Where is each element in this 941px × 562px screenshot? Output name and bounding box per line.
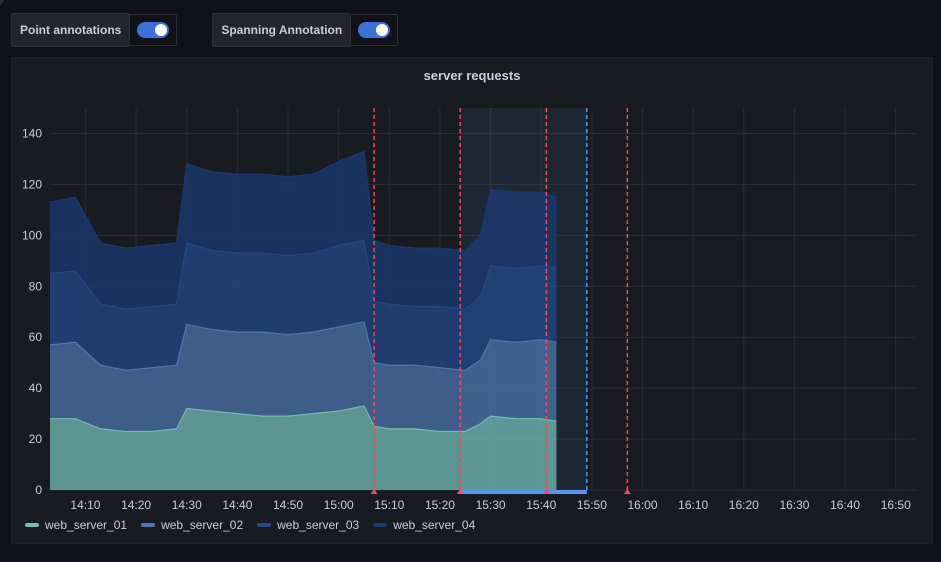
legend-swatch: [141, 523, 156, 527]
point-annotations-switch-box[interactable]: [129, 14, 178, 46]
y-tick-label: 20: [29, 432, 43, 446]
spanning-annotation-control: Spanning Annotation: [212, 13, 399, 47]
legend-item-web_server_04[interactable]: web_server_04: [373, 518, 475, 532]
x-tick-label: 16:10: [678, 498, 708, 512]
y-tick-label: 80: [29, 279, 43, 293]
legend-label: web_server_01: [45, 518, 128, 532]
y-tick-label: 100: [22, 228, 42, 242]
toggle-knob: [155, 24, 168, 36]
x-tick-label: 14:20: [121, 498, 151, 512]
chart-legend: web_server_01 web_server_02 web_server_03 w…: [25, 518, 489, 532]
x-tick-label: 15:50: [577, 498, 607, 512]
legend-label: web_server_02: [161, 518, 244, 532]
x-tick-label: 16:00: [628, 498, 658, 512]
x-tick-label: 15:40: [526, 498, 556, 512]
legend-item-web_server_03[interactable]: web_server_03: [257, 518, 359, 532]
x-tick-label: 16:20: [729, 498, 759, 512]
span-annotation-bar: [460, 490, 587, 494]
legend-swatch: [257, 523, 272, 527]
legend-swatch: [373, 523, 388, 527]
corner-control: [0, 0, 4, 6]
point-annotation-marker: [542, 489, 550, 494]
point-annotation-marker: [456, 489, 464, 494]
series-line-web_server_04: [49, 150, 557, 252]
x-tick-label: 15:10: [374, 498, 404, 512]
series-area-web_server_01: [50, 405, 557, 490]
spanning-annotation-toggle[interactable]: [358, 22, 391, 38]
legend-label: web_server_03: [277, 518, 360, 532]
x-tick-label: 14:10: [70, 498, 100, 512]
x-tick-label: 16:50: [881, 498, 911, 512]
point-annotations-control: Point annotations: [11, 13, 178, 47]
toggle-knob: [376, 24, 389, 36]
point-annotation-marker: [623, 489, 631, 494]
x-tick-label: 15:00: [324, 498, 354, 512]
x-tick-label: 14:40: [222, 498, 252, 512]
legend-swatch: [25, 523, 39, 527]
spanning-annotation-label: Spanning Annotation: [212, 13, 351, 47]
point-annotations-toggle[interactable]: [137, 22, 170, 38]
point-annotations-label: Point annotations: [11, 13, 130, 47]
chart-canvas[interactable]: 0 20 40 60 80 100 120 140 14:10 14:20 14:30 14:40 14…: [12, 58, 932, 543]
legend-item-web_server_02[interactable]: web_server_02: [141, 518, 243, 532]
series-line-web_server_03: [49, 239, 557, 310]
series-area-web_server_03: [50, 240, 557, 371]
y-tick-label: 60: [29, 330, 43, 344]
x-tick-label: 14:30: [172, 498, 202, 512]
y-tick-label: 120: [22, 177, 42, 191]
x-tick-label: 14:50: [273, 498, 303, 512]
y-tick-label: 140: [22, 126, 42, 140]
panel-title[interactable]: server requests: [423, 68, 521, 83]
y-tick-label: 0: [35, 483, 42, 497]
x-tick-label: 16:40: [830, 498, 860, 512]
variable-controls: Point annotations Spanning Annotation: [11, 13, 399, 47]
point-annotation-marker: [370, 489, 378, 494]
series-line-web_server_01: [50, 405, 557, 433]
x-tick-label: 16:30: [779, 498, 809, 512]
legend-label: web_server_04: [393, 518, 476, 532]
legend-item-web_server_01[interactable]: web_server_01: [25, 518, 127, 532]
x-tick-label: 15:30: [476, 498, 506, 512]
timeseries-panel: server requests 0 20 40 60 80 100 120 140 14:10 1…: [11, 57, 933, 544]
series-line-web_server_02: [49, 321, 557, 371]
spanning-annotation-switch-box[interactable]: [350, 14, 399, 46]
y-tick-label: 40: [29, 381, 43, 395]
x-tick-label: 15:20: [425, 498, 455, 512]
series-area-web_server_02: [50, 321, 557, 432]
series-area-web_server_04: [50, 151, 557, 310]
